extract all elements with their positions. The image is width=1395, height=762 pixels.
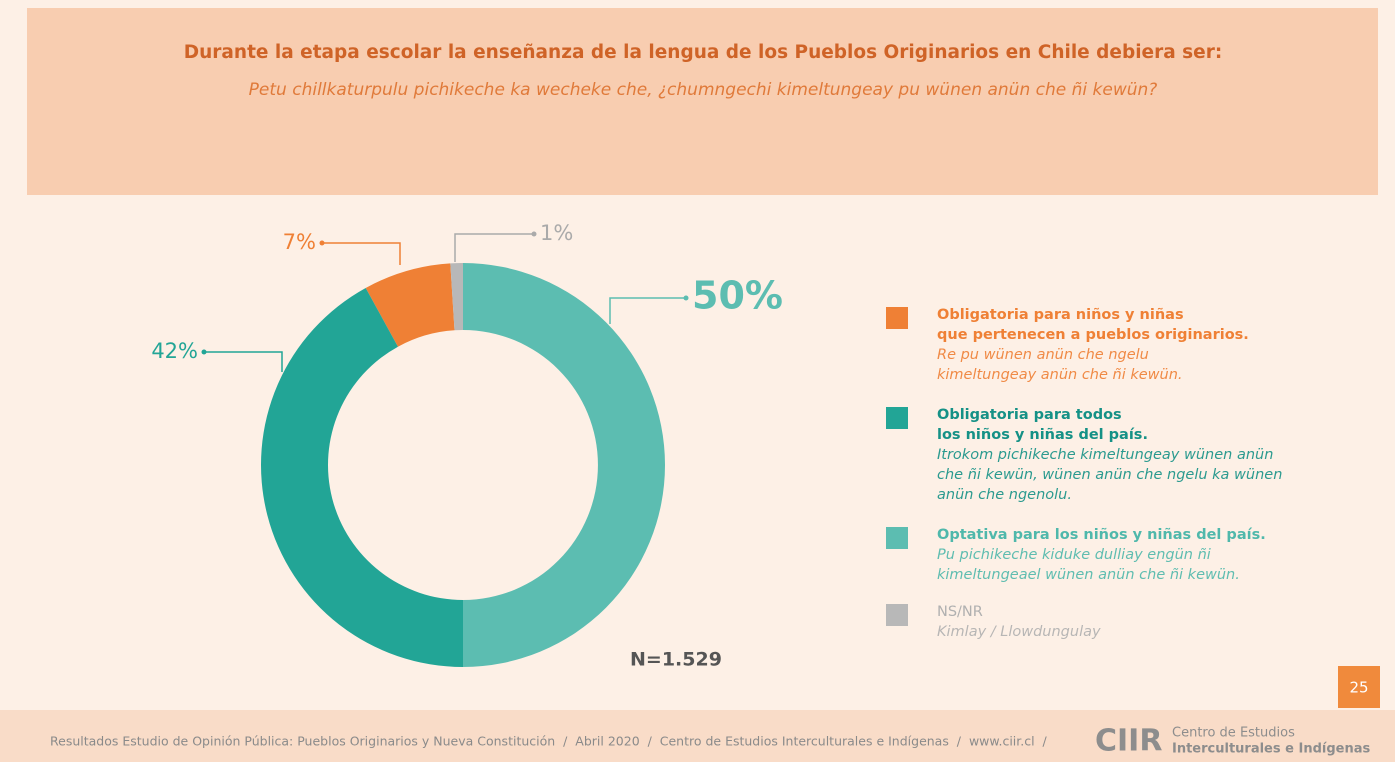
legend-entry: NS/NR Kimlay / Llowdungulay bbox=[937, 602, 1357, 642]
legend-translation: Itrokom pichikeche kimeltungeay wünen an… bbox=[937, 447, 1283, 503]
legend-swatch bbox=[886, 527, 908, 549]
leader-dot bbox=[201, 349, 207, 355]
legend-label: Optativa para los niños y niñas del país… bbox=[937, 527, 1266, 543]
legend-swatch bbox=[886, 604, 908, 626]
legend-swatch bbox=[886, 407, 908, 429]
leader-line bbox=[204, 351, 283, 372]
page-number: 25 bbox=[1349, 679, 1368, 697]
value-label: 1% bbox=[540, 221, 573, 245]
page-box bbox=[1338, 666, 1380, 708]
logo-line: Centro de Estudios bbox=[1172, 726, 1295, 741]
value-label: 50% bbox=[692, 274, 783, 318]
donut-slice bbox=[365, 263, 455, 347]
legend-label: Obligatoria para niños y niñas que perte… bbox=[937, 307, 1249, 343]
leader-dot bbox=[683, 295, 689, 301]
logo-line: Interculturales e Indígenas bbox=[1172, 742, 1370, 757]
chart-subtitle: Petu chillkaturpulu pichikeche ka wechek… bbox=[249, 80, 1158, 100]
legend-translation: Kimlay / Llowdungulay bbox=[937, 624, 1101, 640]
leader-dot bbox=[319, 240, 325, 246]
footer-band bbox=[0, 710, 1395, 762]
legend-translation: Pu pichikeche kiduke dulliay engün ñi ki… bbox=[937, 547, 1240, 583]
chart-title: Durante la etapa escolar la enseñanza de… bbox=[184, 42, 1222, 63]
value-label: 42% bbox=[151, 339, 198, 363]
value-label: 7% bbox=[283, 230, 316, 254]
leader-line bbox=[322, 242, 401, 265]
donut-slice bbox=[463, 263, 665, 667]
legend-entry: Optativa para los niños y niñas del país… bbox=[937, 525, 1357, 585]
legend-swatch bbox=[886, 307, 908, 329]
legend-entry: Obligatoria para todos los niños y niñas… bbox=[937, 405, 1357, 505]
legend-translation: Re pu wünen anün che ngelu kimeltungeay … bbox=[937, 347, 1183, 383]
legend-label: NS/NR bbox=[937, 604, 983, 620]
leader-line bbox=[609, 297, 686, 324]
header-band bbox=[27, 8, 1378, 195]
leader-line bbox=[454, 233, 534, 262]
logo: CIIR bbox=[1095, 724, 1162, 759]
footer-text: Resultados Estudio de Opinión Pública: P… bbox=[50, 734, 1048, 749]
leader-dot bbox=[531, 231, 537, 237]
legend-label: Obligatoria para todos los niños y niñas… bbox=[937, 407, 1148, 443]
donut-slice bbox=[260, 287, 463, 667]
sample-note: N=1.529 bbox=[630, 649, 722, 671]
donut-slice bbox=[450, 263, 463, 331]
legend-entry: Obligatoria para niños y niñas que perte… bbox=[937, 305, 1357, 385]
